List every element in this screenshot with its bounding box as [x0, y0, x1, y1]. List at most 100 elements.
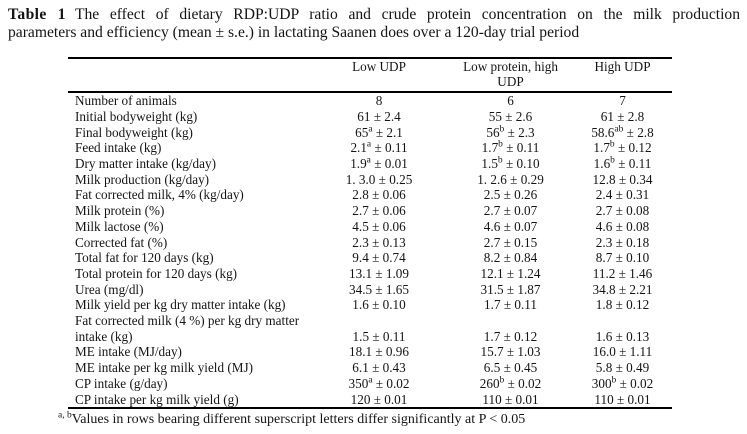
- cell-value: 5.8 ± 0.49: [595, 360, 650, 376]
- cell-value: 1.7b ± 0.12: [593, 139, 652, 156]
- cell-value: 300b ± 0.02: [591, 375, 654, 391]
- header-row: Low UDP Low protein, high UDP High UDP: [68, 56, 672, 94]
- row-label: Total protein for 120 days (kg): [75, 265, 238, 281]
- caption-text-1: The effect of dietary RDP:UDP ratio and …: [74, 6, 740, 23]
- row-label: Milk production (kg/day): [75, 171, 210, 187]
- row-label: Corrected fat (%): [75, 234, 168, 250]
- cell-value: 61 ± 2.4: [357, 108, 401, 124]
- table-row: Feed intake (kg) 2.1a ± 0.11 1.7b ± 0.11 1.…: [68, 140, 672, 156]
- cell-value: 350a ± 0.02: [348, 375, 410, 391]
- table-row: Urea (mg/dl) 34.5 ± 1.65 31.5 ± 1.87 34.8 ±…: [68, 282, 672, 298]
- cell-value: 2.5 ± 0.26: [483, 187, 538, 203]
- row-label: Milk protein (%): [75, 203, 165, 219]
- column-header-parameter: [68, 56, 310, 94]
- table-row: Milk yield per kg dry matter intake (kg)…: [68, 297, 672, 313]
- cell-value: 2.4 ± 0.31: [595, 187, 650, 203]
- row-label: Fat corrected milk, 4% (kg/day): [75, 187, 244, 203]
- results-table: Low UDP Low protein, high UDP High UDP N…: [68, 56, 672, 410]
- cell-value: 4.6 ± 0.07: [483, 218, 538, 234]
- cell-value: 2.7 ± 0.08: [595, 203, 650, 219]
- cell-value: 1. 2.6 ± 0.29: [477, 171, 544, 187]
- cell-value: 1.6 ± 0.13: [595, 328, 650, 344]
- cell-value: 2.3 ± 0.13: [352, 234, 406, 250]
- table-number-label: Table 1: [8, 6, 66, 23]
- cell-value: 1.7 ± 0.11: [484, 297, 537, 313]
- table-row: Milk lactose (%) 4.5 ± 0.06 4.6 ± 0.07 4.6 …: [68, 219, 672, 235]
- table-row: CP intake per kg milk yield (g) 120 ± 0.0…: [68, 391, 672, 410]
- row-label: CP intake (g/day): [75, 375, 168, 391]
- cell-value: 34.8 ± 2.21: [592, 281, 653, 297]
- row-label: Urea (mg/dl): [75, 281, 144, 297]
- table-row: Final bodyweight (kg) 65a ± 2.1 56b ± 2.3 5…: [68, 124, 672, 141]
- cell-value: 34.5 ± 1.65: [349, 281, 409, 297]
- cell-value: 8: [375, 93, 383, 109]
- table-row: Dry matter intake (kg/day) 1.9a ± 0.01 1.5…: [68, 156, 672, 172]
- cell-value: 8.7 ± 0.10: [595, 250, 650, 266]
- table-row: Corrected fat (%) 2.3 ± 0.13 2.7 ± 0.15 2.3…: [68, 235, 672, 251]
- cell-value: 1.8 ± 0.12: [595, 297, 650, 313]
- cell-value: 16.0 ± 1.11: [592, 344, 653, 360]
- cell-value: 6.1 ± 0.43: [352, 360, 406, 376]
- row-label: Dry matter intake (kg/day): [75, 156, 216, 171]
- cell-value: 31.5 ± 1.87: [480, 281, 541, 297]
- table-row: Total protein for 120 days (kg) 13.1 ± 1.…: [68, 266, 672, 282]
- column-header-low-protein-high-udp: Low protein, high UDP: [448, 56, 573, 94]
- cell-value: 1.7 ± 0.12: [483, 328, 538, 344]
- footnote-superscript: a, b: [58, 410, 72, 421]
- table-row: CP intake (g/day) 350a ± 0.02 260b ± 0.02 3…: [68, 376, 672, 392]
- cell-value: 2.8 ± 0.06: [352, 187, 406, 203]
- column-header-high-udp: High UDP: [573, 56, 672, 94]
- cell-value: 61 ± 2.8: [600, 108, 645, 124]
- row-label: intake (kg): [75, 328, 133, 344]
- cell-value: 110 ± 0.01: [573, 391, 672, 410]
- cell-value: 2.7 ± 0.15: [483, 234, 538, 250]
- cell-value: 1.5b ± 0.10: [481, 155, 540, 171]
- row-label: Total fat for 120 days (kg): [75, 250, 214, 266]
- cell-value: 56b ± 2.3: [486, 124, 535, 140]
- table-row: intake (kg) 1.5 ± 0.11 1.7 ± 0.12 1.6 ± 0.1…: [68, 329, 672, 345]
- row-label: Initial bodyweight (kg): [75, 108, 198, 124]
- column-header-low-udp: Low UDP: [310, 56, 448, 94]
- table-footnote: a, bValues in rows bearing different sup…: [58, 411, 747, 428]
- cell-value: 4.6 ± 0.08: [595, 218, 650, 234]
- cell-value: 55 ± 2.6: [488, 108, 533, 124]
- cell-value: 65a ± 2.1: [355, 124, 403, 140]
- cell-value: 58.6ab ± 2.8: [591, 124, 654, 140]
- cell-value: 260b ± 0.02: [479, 375, 542, 391]
- table-row: Initial bodyweight (kg) 61 ± 2.4 55 ± 2.6 6…: [68, 109, 672, 125]
- cell-value: 1.5 ± 0.11: [352, 328, 406, 344]
- cell-value: 12.1 ± 1.24: [480, 265, 541, 281]
- cell-value: 1.7b ± 0.11: [481, 139, 540, 156]
- cell-value: 13.1 ± 1.09: [349, 265, 409, 281]
- table-row: ME intake per kg milk yield (MJ) 6.1 ± 0.…: [68, 360, 672, 376]
- row-label: Number of animals: [75, 93, 177, 109]
- cell-value: 4.5 ± 0.06: [352, 218, 406, 234]
- table-row: Total fat for 120 days (kg) 9.4 ± 0.74 8.2…: [68, 250, 672, 266]
- table-row: Milk production (kg/day) 1. 3.0 ± 0.25 1. …: [68, 172, 672, 188]
- cell-value: 12.8 ± 0.34: [592, 171, 653, 187]
- cell-value: [448, 313, 573, 329]
- cell-value: 1. 3.0 ± 0.25: [345, 171, 413, 187]
- row-label: Final bodyweight (kg): [75, 124, 193, 140]
- cell-value: 1.6 ± 0.10: [352, 297, 406, 313]
- row-label: CP intake per kg milk yield (g): [68, 391, 310, 410]
- row-label: ME intake (MJ/day): [75, 344, 182, 360]
- cell-value: [573, 313, 672, 329]
- row-label: Milk yield per kg dry matter intake (kg): [75, 297, 286, 313]
- cell-value: 2.1a ± 0.11: [350, 139, 408, 156]
- cell-value: 110 ± 0.01: [448, 391, 573, 410]
- cell-value: 2.3 ± 0.18: [595, 234, 650, 250]
- cell-value: 1.6b ± 0.11: [593, 155, 652, 171]
- table-caption: Table 1 The effect of dietary RDP:UDP rat…: [8, 6, 740, 42]
- table-body: Number of animals 8 6 7 Initial bodyweight (…: [68, 92, 672, 410]
- cell-value: 9.4 ± 0.74: [352, 250, 406, 266]
- row-label: Fat corrected milk (4 %) per kg dry matt…: [75, 313, 300, 329]
- cell-value: 1.9a ± 0.01: [350, 155, 408, 171]
- footnote-text: Values in rows bearing different supersc…: [71, 412, 526, 428]
- cell-value: 120 ± 0.01: [310, 391, 448, 410]
- caption-line-2: parameters and efficiency (mean ± s.e.) …: [8, 24, 580, 41]
- row-label: Feed intake (kg): [75, 140, 162, 156]
- table-row: Fat corrected milk (4 %) per kg dry matt…: [68, 313, 672, 329]
- table-row: Milk protein (%) 2.7 ± 0.06 2.7 ± 0.07 2.7 …: [68, 203, 672, 219]
